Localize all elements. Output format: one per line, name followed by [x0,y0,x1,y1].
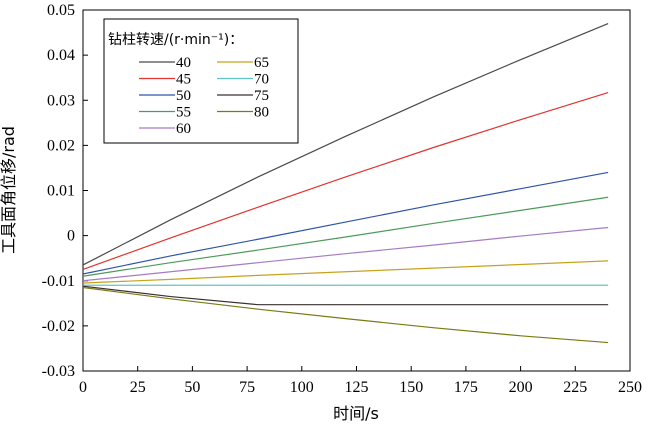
y-tick-label: -0.03 [42,363,75,380]
legend-label: 70 [254,72,269,88]
series-line-60 [82,226,609,282]
legend-label: 75 [254,88,269,104]
legend-box [103,18,299,144]
legend-label: 45 [176,72,191,88]
x-tick-label: 200 [509,379,533,396]
y-axis: 0.05 0.04 0.03 0.02 0.01 0 -0.01 -0.02 -0.03 [42,2,88,380]
y-tick-label: 0 [67,228,75,245]
y-tick-label: -0.01 [42,273,75,290]
x-tick-label: 50 [184,379,200,396]
legend-label: 65 [254,55,269,71]
series-line-80 [82,286,609,344]
x-tick-label: 75 [239,379,255,396]
x-tick-label: 125 [345,379,369,396]
y-tick-label: 0.02 [47,137,75,154]
series-line-75 [82,285,609,306]
series-line-50 [82,171,609,275]
series-lines [82,22,609,344]
legend-title: 钻柱转速/(r·min⁻¹)： [108,32,243,48]
y-tick-label: 0.05 [47,2,75,19]
x-tick-label: 175 [454,379,478,396]
series-line-40 [82,22,609,266]
x-tick-label: 0 [79,379,87,396]
x-axis: 0 25 50 75 100 125 150 175 200 225 250 [79,366,642,396]
legend-label: 55 [176,105,191,121]
legend-label: 60 [176,121,191,137]
x-tick-label: 25 [130,379,146,396]
series-line-45 [82,92,609,271]
legend-label: 80 [254,105,269,121]
y-tick-label: 0.01 [47,183,75,200]
series-line-65 [82,260,609,284]
y-tick-label: 0.03 [47,92,75,109]
x-tick-label: 250 [618,379,642,396]
x-tick-label: 150 [399,379,423,396]
y-tick-label: -0.02 [42,318,75,335]
x-tick-label: 225 [563,379,587,396]
x-tick-label: 100 [290,379,314,396]
y-axis-label: 工具面角位移/rad [0,126,18,254]
y-tick-label: 0.04 [47,47,75,64]
legend-label: 40 [176,55,191,71]
series-line-55 [82,196,609,277]
legend-label: 50 [176,88,191,104]
x-axis-label: 时间/s [333,404,379,423]
